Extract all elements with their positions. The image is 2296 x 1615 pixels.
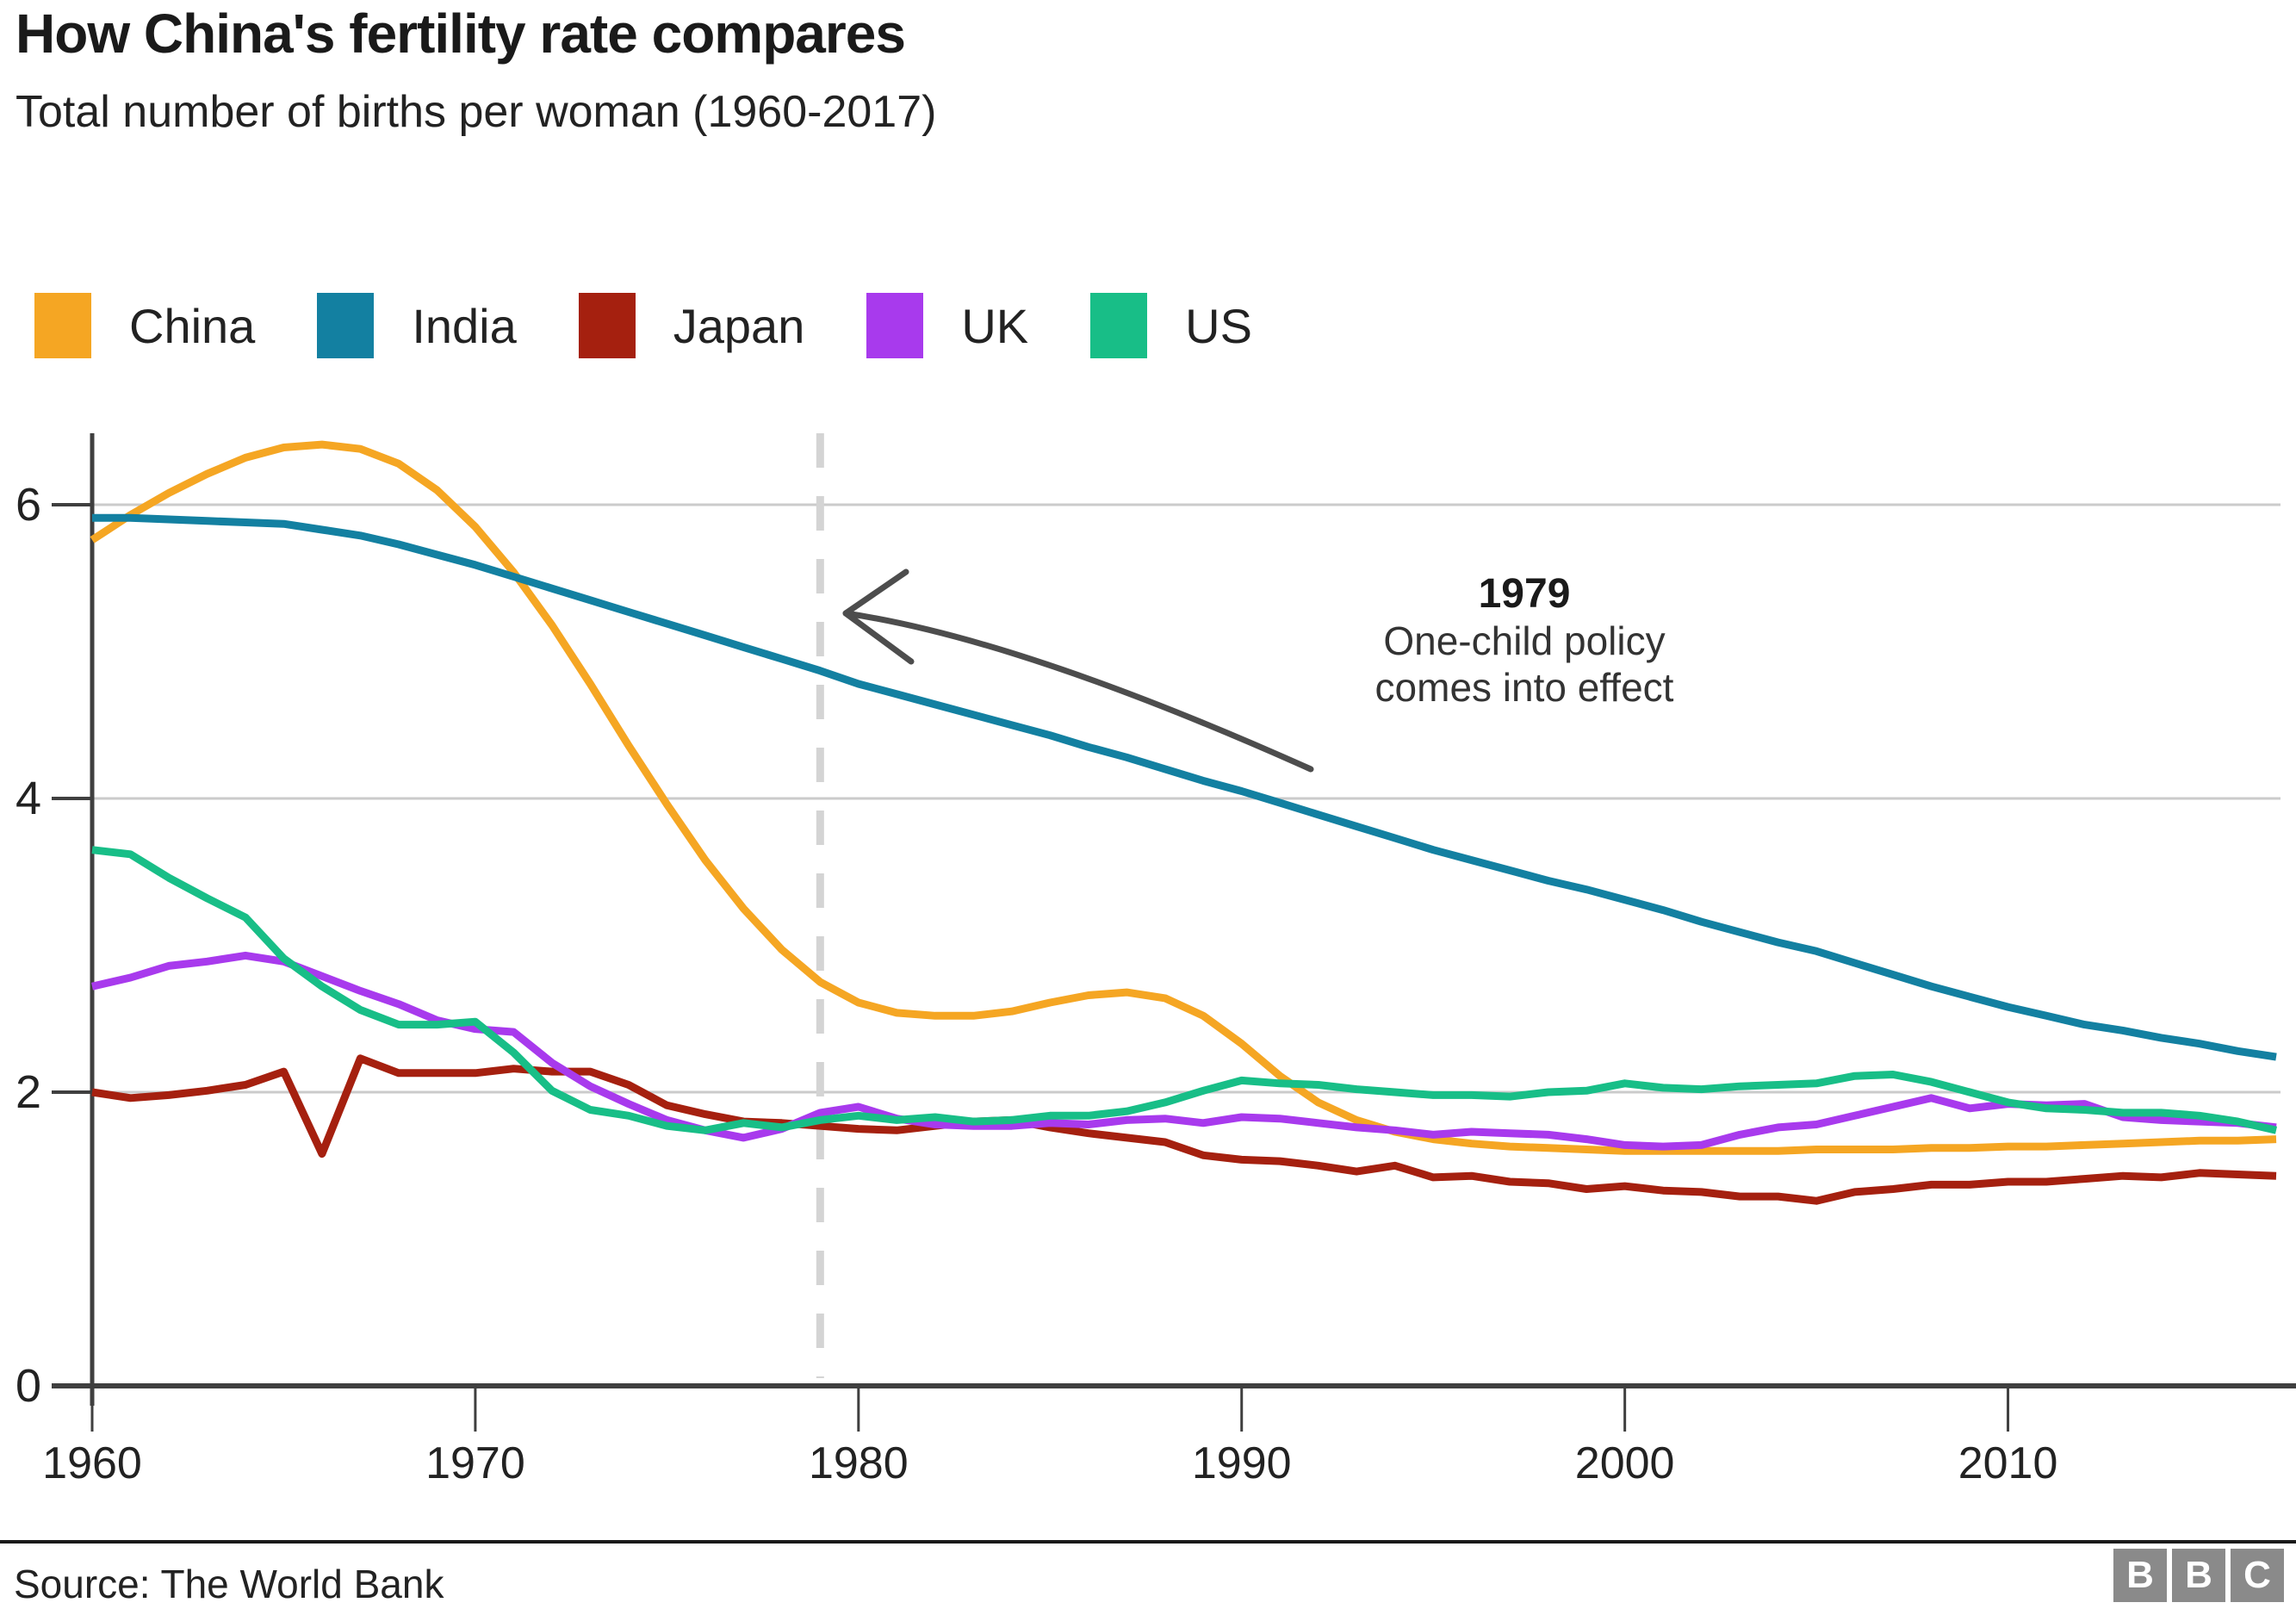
one-child-policy-annotation: 1979 One-child policy comes into effect xyxy=(1318,570,1731,711)
y-tick-label-2: 2 xyxy=(16,1066,41,1118)
series-line-india xyxy=(92,513,2277,1061)
legend-label-china: China xyxy=(129,298,256,353)
china-swatch xyxy=(34,293,91,358)
x-tick-label-1990: 1990 xyxy=(1192,1438,1292,1488)
series-line-us xyxy=(91,846,2278,1134)
bbc-logo-b2: B xyxy=(2172,1549,2225,1602)
annotation-line1: One-child policy xyxy=(1383,618,1666,664)
legend-item-india: India xyxy=(317,293,517,358)
y-tick-label-6: 6 xyxy=(16,479,41,531)
source-text: Source: The World Bank xyxy=(14,1562,444,1606)
x-tick-label-1960: 1960 xyxy=(42,1438,142,1488)
x-tick-label-2000: 2000 xyxy=(1575,1438,1675,1488)
legend: China India Japan UK US xyxy=(34,293,1252,358)
uk-swatch xyxy=(866,293,924,358)
legend-label-japan: Japan xyxy=(673,298,805,353)
series-line-uk xyxy=(90,951,2277,1151)
legend-label-us: US xyxy=(1185,298,1252,353)
y-tick-label-0: 0 xyxy=(16,1360,41,1412)
chart-subtitle: Total number of births per woman (1960-2… xyxy=(16,87,937,137)
bbc-logo: B B C xyxy=(2113,1549,2284,1602)
us-swatch xyxy=(1090,293,1148,358)
legend-item-japan: Japan xyxy=(578,293,805,358)
bbc-logo-b1: B xyxy=(2113,1549,2167,1602)
legend-item-china: China xyxy=(34,293,255,358)
annotation-line2: comes into effect xyxy=(1374,665,1674,711)
legend-label-uk: UK xyxy=(961,298,1029,353)
annotation-year: 1979 xyxy=(1478,571,1571,617)
legend-item-uk: UK xyxy=(866,293,1028,358)
x-tick-label-1970: 1970 xyxy=(425,1438,525,1488)
series-line-japan xyxy=(91,1054,2277,1205)
japan-swatch xyxy=(578,293,636,358)
legend-label-india: India xyxy=(412,298,517,353)
india-swatch xyxy=(317,293,375,358)
x-tick-label-2010: 2010 xyxy=(1958,1438,2058,1488)
legend-item-us: US xyxy=(1090,293,1252,358)
y-tick-label-4: 4 xyxy=(16,773,41,824)
page-title: How China's fertility rate compares xyxy=(16,3,906,65)
series-line-china xyxy=(90,440,2277,1155)
footer-divider xyxy=(0,1540,2296,1544)
bbc-logo-c: C xyxy=(2231,1549,2284,1602)
x-tick-label-1980: 1980 xyxy=(809,1438,909,1488)
annotation-arrow xyxy=(842,610,1314,773)
annotation-arrowhead xyxy=(842,568,915,665)
